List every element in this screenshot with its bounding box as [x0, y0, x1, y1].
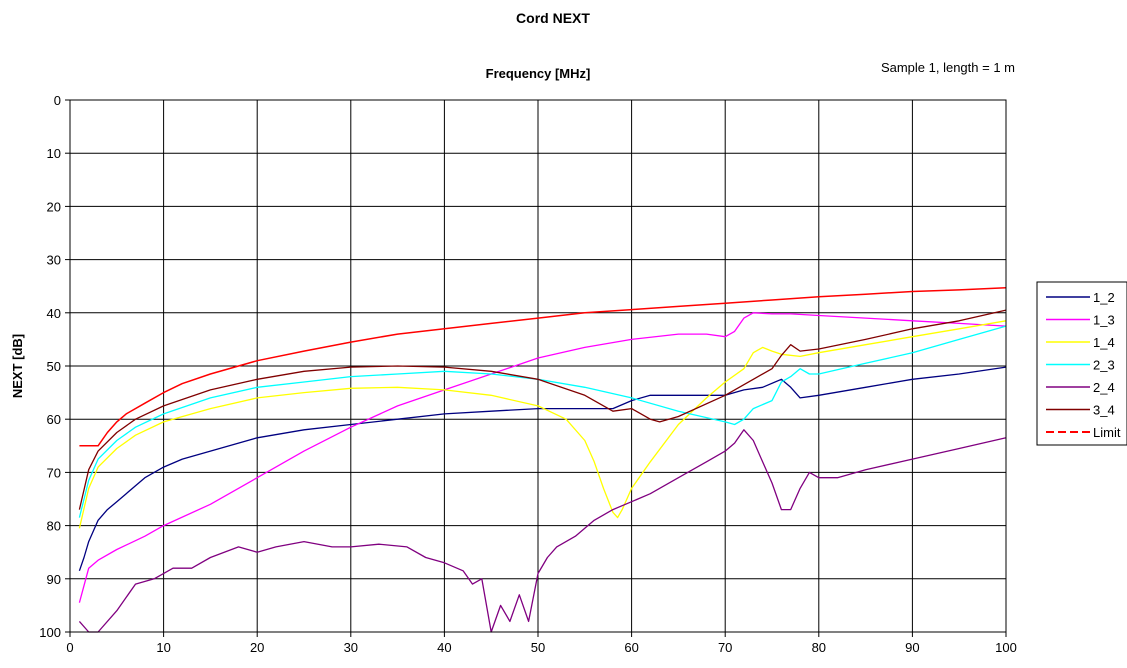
y-tick-label: 60: [47, 412, 61, 427]
x-tick-label: 0: [66, 640, 73, 655]
x-tick-label: 50: [531, 640, 545, 655]
legend-label-3-4: 3_4: [1093, 403, 1115, 418]
legend-label-1-4: 1_4: [1093, 335, 1115, 350]
series-line-2-3: [78, 325, 1007, 518]
x-tick-label: 10: [156, 640, 170, 655]
y-tick-label: 90: [47, 572, 61, 587]
y-axis-title: NEXT [dB]: [10, 334, 25, 398]
legend-label-2-4: 2_4: [1093, 380, 1115, 395]
sample-annotation: Sample 1, length = 1 m: [881, 60, 1015, 75]
series-layer: [78, 287, 1007, 633]
legend: 1_2 1_3 1_4 2_3 2_4 3_4 Limit: [1046, 290, 1121, 440]
x-tick-label: 70: [718, 640, 732, 655]
y-tick-label: 10: [47, 146, 61, 161]
y-tick-label: 40: [47, 306, 61, 321]
legend-label-1-2: 1_2: [1093, 290, 1115, 305]
series-line-limit: [79, 287, 1007, 447]
x-tick-label: 30: [344, 640, 358, 655]
x-axis-title: Frequency [MHz]: [486, 66, 591, 81]
series-line-1-3: [78, 312, 1007, 603]
y-tick-label: 50: [47, 359, 61, 374]
y-tick-label: 100: [39, 625, 61, 640]
x-tick-label: 60: [624, 640, 638, 655]
y-tick-label: 80: [47, 519, 61, 534]
y-tick-label: 30: [47, 253, 61, 268]
chart-title: Cord NEXT: [516, 10, 590, 26]
series-line-2-4: [78, 429, 1007, 633]
x-tick-label: 20: [250, 640, 264, 655]
x-tick-label: 40: [437, 640, 451, 655]
series-line-3-4: [78, 309, 1007, 510]
legend-box: [1036, 281, 1127, 446]
series-line-1-4: [78, 320, 1007, 529]
x-tick-label: 80: [812, 640, 826, 655]
legend-label-1-3: 1_3: [1093, 313, 1115, 328]
legend-label-2-3: 2_3: [1093, 358, 1115, 373]
legend-label-limit: Limit: [1093, 425, 1121, 440]
y-tick-labels: 0 10 20 30 40 50 60 70 80 90 100: [39, 93, 70, 640]
x-tick-labels: 0 10 20 30 40 50 60 70 80 90 100: [66, 632, 1017, 655]
y-tick-label: 20: [47, 199, 61, 214]
x-tick-label: 100: [995, 640, 1017, 655]
y-tick-label: 70: [47, 465, 61, 480]
series-line-1-2: [78, 366, 1007, 572]
x-tick-label: 90: [905, 640, 919, 655]
y-tick-label: 0: [54, 93, 61, 108]
